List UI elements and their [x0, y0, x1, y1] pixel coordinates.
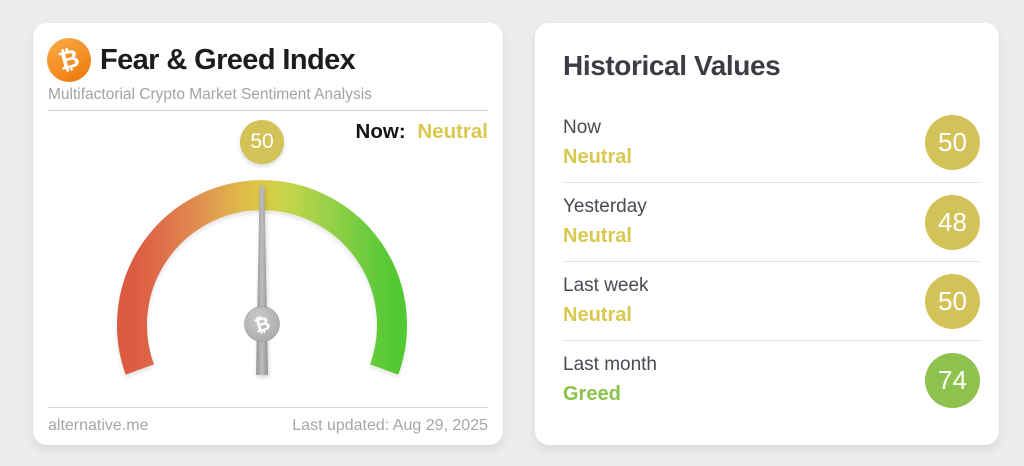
row-classification: Greed	[563, 383, 621, 405]
row-period: Now	[563, 116, 602, 138]
gauge-pivot	[244, 306, 280, 342]
now-status: Now: Neutral	[356, 120, 488, 144]
row-labels: Last week Neutral	[563, 275, 649, 327]
card-title: Fear & Greed Index	[100, 43, 356, 76]
row-labels: Last month Greed	[563, 354, 657, 406]
row-labels: Now Neutral	[563, 117, 632, 169]
row-period: Last week	[563, 275, 649, 296]
row-classification: Neutral	[563, 225, 632, 247]
row-value-badge: 50	[925, 115, 980, 170]
gauge-value-badge: 50	[240, 120, 284, 164]
card-footer: alternative.me Last updated: Aug 29, 202…	[48, 407, 488, 435]
fear-greed-header: ₿ Fear & Greed Index	[47, 38, 488, 82]
row-value-badge: 74	[925, 352, 980, 408]
footer-last-updated: Last updated: Aug 29, 2025	[292, 417, 488, 434]
historical-values-card: Historical Values Now Neutral 50 Yesterd…	[535, 23, 999, 445]
historical-row-yesterday: Yesterday Neutral 48	[563, 182, 980, 261]
historical-row-last-week: Last week Neutral 50	[563, 261, 980, 340]
now-label: Now:	[355, 120, 406, 143]
historical-rows: Now Neutral 50 Yesterday Neutral 48 Last…	[563, 103, 980, 419]
bitcoin-icon: ₿	[47, 38, 91, 82]
historical-row-last-month: Last month Greed 74	[563, 340, 980, 419]
now-classification: Neutral	[417, 120, 488, 143]
historical-row-now: Now Neutral 50	[563, 103, 980, 182]
pivot-bitcoin-glyph: ₿	[252, 313, 272, 337]
row-classification: Neutral	[563, 145, 632, 168]
row-classification: Neutral	[563, 304, 632, 326]
bitcoin-glyph: ₿	[55, 43, 83, 76]
historical-title: Historical Values	[563, 50, 781, 81]
row-period: Last month	[563, 354, 657, 375]
gauge-arc	[117, 180, 407, 375]
row-value-badge: 48	[925, 194, 980, 250]
card-subtitle: Multifactorial Crypto Market Sentiment A…	[48, 86, 372, 103]
footer-site-link[interactable]: alternative.me	[48, 417, 149, 434]
gauge-needle: ₿	[244, 186, 280, 375]
row-labels: Yesterday Neutral	[563, 196, 647, 248]
row-period: Yesterday	[563, 196, 647, 217]
row-value-badge: 50	[925, 273, 980, 329]
header-divider	[48, 110, 488, 111]
fear-greed-card: ₿ Fear & Greed Index Multifactorial Cryp…	[33, 23, 503, 445]
